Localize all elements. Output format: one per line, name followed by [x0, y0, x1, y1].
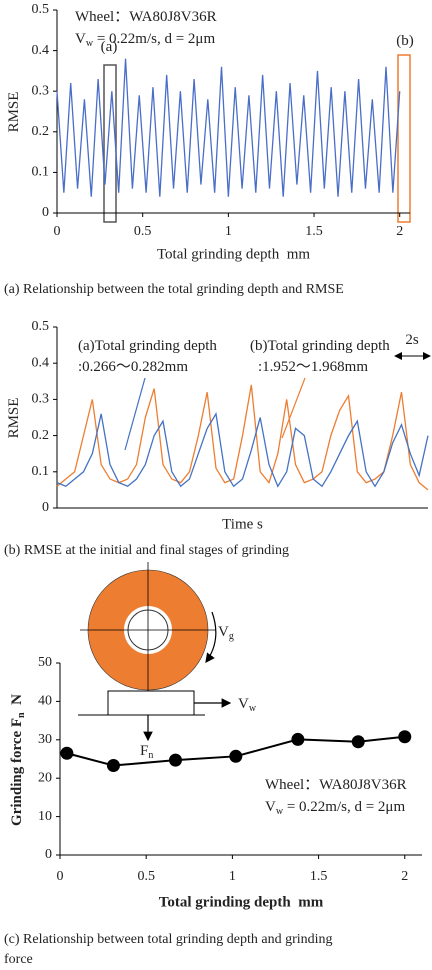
caption: force — [4, 952, 33, 965]
point — [351, 735, 365, 749]
annotation-part: V — [238, 696, 249, 712]
point — [398, 730, 412, 744]
y-tick-label: 0.4 — [32, 355, 50, 370]
point — [291, 732, 305, 746]
y-tick-label: 0 — [42, 205, 49, 220]
x-tick-label: 0.5 — [137, 869, 155, 884]
y-axis-label-part: Grinding force F — [9, 718, 25, 826]
annotation: (a) — [101, 39, 118, 55]
annotation: (b) — [396, 33, 414, 49]
y-tick-label: 50 — [38, 655, 52, 670]
y-tick-label: 20 — [38, 770, 52, 785]
y-axis-label: RMSE — [6, 398, 22, 439]
y-tick-label: 0.5 — [32, 2, 50, 17]
y-axis-label-part: n — [16, 712, 27, 718]
y-tick-label: 0.3 — [32, 83, 50, 98]
y-tick-label: 0 — [42, 500, 49, 515]
annotation-part: :0.266～0.282mm — [78, 359, 188, 375]
annotation: Vw = 0.22m/s, d = 2μm — [75, 31, 215, 49]
point — [168, 753, 182, 767]
wheel-diagram — [78, 562, 232, 742]
annotation-part: = 0.22m/s, d = 2μm — [93, 31, 215, 47]
annotation-part: n — [148, 750, 153, 761]
annotation-part: (a)Total grinding depth — [78, 338, 217, 354]
annotation-part: Wheel：WA80J8V36R — [75, 9, 217, 25]
annotation-part: V — [265, 799, 276, 815]
annotation-part: g — [229, 631, 234, 642]
x-tick-label: 0 — [54, 224, 61, 239]
y-tick-label: 0.4 — [32, 43, 50, 58]
series-line — [56, 58, 401, 197]
annotation: Wheel：WA80J8V36R — [265, 777, 407, 793]
annotation-part: 2s — [405, 332, 419, 348]
x-tick-label: 1.5 — [305, 224, 323, 239]
point — [229, 749, 243, 763]
y-tick-label: 0.2 — [32, 428, 50, 443]
series-line — [56, 412, 429, 488]
x-tick-label: 2 — [396, 224, 403, 239]
range-box-b — [397, 54, 411, 223]
annotation: Fn — [140, 743, 153, 761]
y-axis-label: Grinding force Fn N — [9, 694, 27, 826]
annotation-part: F — [140, 743, 148, 759]
annotation-part: V — [218, 624, 229, 640]
annotation: Wheel：WA80J8V36R — [75, 9, 217, 25]
pointer-a — [124, 377, 146, 451]
x-tick-label: 2 — [401, 869, 408, 884]
x-tick-label: 1 — [229, 869, 236, 884]
y-tick-label: 10 — [38, 809, 52, 824]
annotation: Vg — [218, 624, 234, 642]
annotation: (a)Total grinding depth — [78, 338, 217, 354]
y-tick-label: 0.5 — [32, 319, 50, 334]
point — [60, 746, 74, 760]
y-axis-label-part: N — [9, 694, 25, 713]
annotation-part: Wheel：WA80J8V36R — [265, 777, 407, 793]
y-axis-label: RMSE — [6, 92, 22, 133]
annotation-part: w — [249, 703, 257, 714]
x-tick-label: 0 — [57, 869, 64, 884]
y-axis-label-part: RMSE — [6, 398, 22, 439]
annotation-part: w — [86, 38, 94, 49]
y-axis-label-part: RMSE — [6, 92, 22, 133]
x-tick-label: 0.5 — [134, 224, 152, 239]
annotation: :1.952～1.968mm — [258, 359, 368, 375]
x-axis-label: Time s — [222, 516, 263, 532]
annotation-part: w — [276, 806, 284, 817]
caption: (a) Relationship between the total grind… — [4, 282, 344, 297]
annotation: Vw — [238, 696, 257, 714]
x-tick-label: 1.5 — [310, 869, 328, 884]
series-line — [56, 384, 429, 491]
y-tick-label: 0.1 — [32, 464, 50, 479]
annotation-part: :1.952～1.968mm — [258, 359, 368, 375]
annotation-part: V — [75, 31, 86, 47]
annotation-part: = 0.22m/s, d = 2μm — [283, 799, 405, 815]
annotation: (b)Total grinding depth — [250, 338, 390, 354]
annotation-part: (b)Total grinding depth — [250, 338, 390, 354]
annotation: Vw = 0.22m/s, d = 2μm — [265, 799, 405, 817]
pointer-b — [281, 377, 306, 439]
y-tick-label: 0 — [45, 847, 52, 862]
annotation-part: (b) — [396, 33, 414, 49]
point — [106, 759, 120, 773]
caption: (c) Relationship between total grinding … — [4, 932, 333, 947]
x-tick-label: 1 — [225, 224, 232, 239]
y-tick-label: 0.3 — [32, 392, 50, 407]
x-axis-label: Total grinding depth mm — [157, 246, 310, 262]
range-box-a — [103, 64, 117, 223]
y-tick-label: 40 — [38, 694, 52, 709]
caption: (b) RMSE at the initial and final stages… — [4, 543, 289, 558]
x-axis-label: Total grinding depth mm — [159, 894, 324, 910]
annotation: :0.266～0.282mm — [78, 359, 188, 375]
y-tick-label: 0.2 — [32, 124, 50, 139]
annotation: 2s — [405, 332, 419, 348]
y-tick-label: 30 — [38, 732, 52, 747]
annotation-part: (a) — [101, 39, 118, 55]
y-tick-label: 0.1 — [32, 165, 50, 180]
